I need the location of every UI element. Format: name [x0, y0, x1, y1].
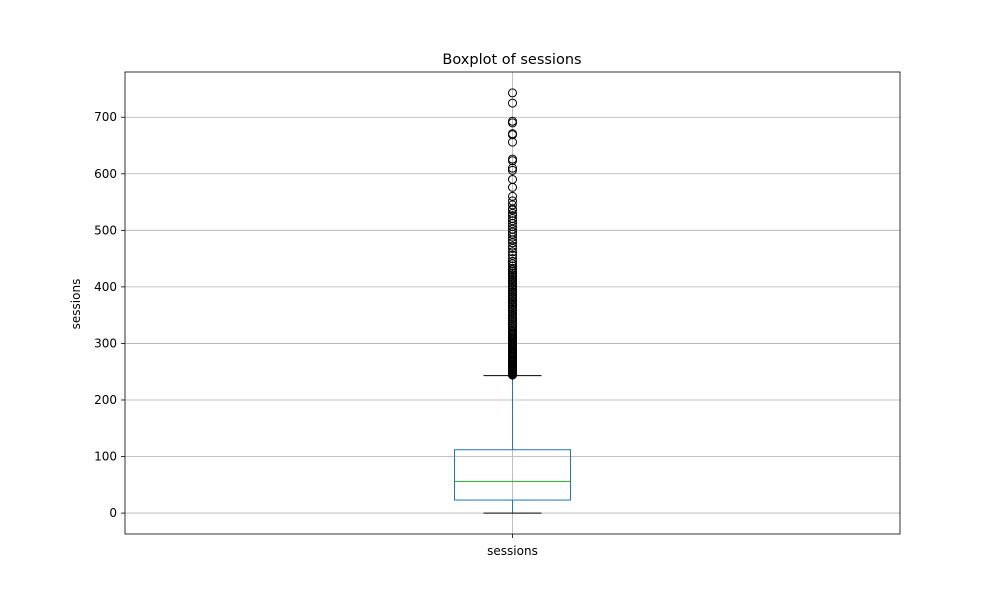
outlier-point — [508, 250, 517, 260]
outlier-point — [508, 241, 517, 251]
outlier-point — [508, 191, 517, 201]
outlier-point — [508, 196, 517, 206]
outlier-point — [508, 116, 517, 126]
y-tick-label: 500 — [94, 223, 117, 237]
y-tick-label: 400 — [94, 280, 117, 294]
y-tick-label: 100 — [94, 450, 117, 464]
outlier-point — [508, 261, 517, 271]
outlier-point — [508, 263, 517, 273]
outlier-point — [508, 247, 517, 257]
outlier-point — [508, 129, 517, 139]
outlier-point — [508, 216, 517, 226]
box-group — [454, 375, 571, 514]
outlier-point — [508, 98, 517, 108]
iqr-box — [454, 449, 571, 501]
axes: 0 100 200 300 400 500 600 700 sessions — [94, 71, 901, 558]
outlier-point — [508, 88, 517, 98]
y-tick-label: 700 — [94, 110, 117, 124]
y-tick-label: 300 — [94, 336, 117, 350]
y-tick-label: 600 — [94, 167, 117, 181]
y-tick-label: 0 — [109, 506, 117, 520]
outlier-point — [508, 211, 517, 221]
y-axis-label: sessions — [69, 279, 83, 330]
outlier-point — [508, 163, 517, 173]
outlier-point — [508, 174, 517, 184]
chart-title: Boxplot of sessions — [442, 52, 581, 68]
outlier-point — [508, 254, 517, 264]
plot-frame — [124, 71, 901, 535]
outlier-point — [508, 154, 517, 164]
outlier-points — [508, 88, 517, 380]
y-tick-label: 200 — [94, 393, 117, 407]
x-tick-label: sessions — [487, 544, 538, 558]
outlier-point — [508, 165, 517, 175]
outlier-point — [508, 256, 517, 266]
